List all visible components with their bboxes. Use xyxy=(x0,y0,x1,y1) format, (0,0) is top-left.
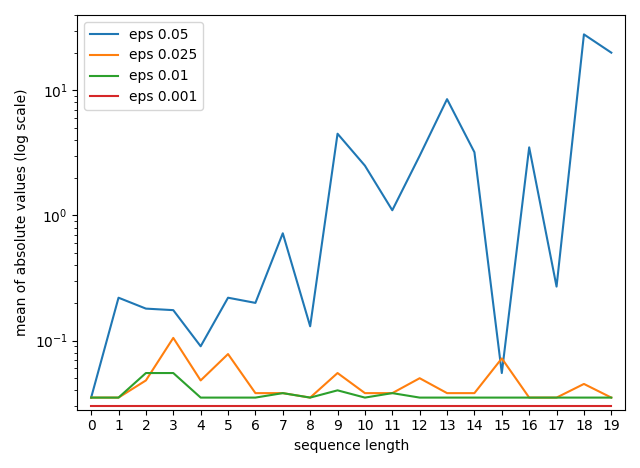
eps 0.05 xyxy=(498,370,506,376)
Line: eps 0.01: eps 0.01 xyxy=(91,373,611,398)
eps 0.001 xyxy=(388,403,396,409)
eps 0.025 xyxy=(252,390,259,396)
eps 0.001 xyxy=(498,403,506,409)
eps 0.001 xyxy=(307,403,314,409)
eps 0.001 xyxy=(142,403,150,409)
eps 0.01 xyxy=(444,395,451,401)
eps 0.025 xyxy=(142,378,150,383)
Legend: eps 0.05, eps 0.025, eps 0.01, eps 0.001: eps 0.05, eps 0.025, eps 0.01, eps 0.001 xyxy=(84,22,203,110)
eps 0.025 xyxy=(580,381,588,387)
eps 0.05 xyxy=(553,284,561,289)
eps 0.05 xyxy=(444,96,451,102)
eps 0.01 xyxy=(470,395,478,401)
eps 0.01 xyxy=(416,395,424,401)
eps 0.01 xyxy=(224,395,232,401)
eps 0.025 xyxy=(498,356,506,361)
eps 0.01 xyxy=(607,395,615,401)
eps 0.025 xyxy=(361,390,369,396)
eps 0.01 xyxy=(252,395,259,401)
eps 0.001 xyxy=(470,403,478,409)
eps 0.01 xyxy=(388,390,396,396)
Line: eps 0.05: eps 0.05 xyxy=(91,34,611,398)
eps 0.025 xyxy=(416,375,424,381)
X-axis label: sequence length: sequence length xyxy=(294,439,409,453)
eps 0.001 xyxy=(580,403,588,409)
eps 0.05 xyxy=(580,31,588,37)
eps 0.01 xyxy=(498,395,506,401)
eps 0.025 xyxy=(170,335,177,341)
eps 0.001 xyxy=(607,403,615,409)
eps 0.05 xyxy=(525,145,533,150)
Line: eps 0.025: eps 0.025 xyxy=(91,338,611,398)
eps 0.025 xyxy=(444,390,451,396)
eps 0.01 xyxy=(142,370,150,376)
eps 0.01 xyxy=(333,388,341,393)
eps 0.01 xyxy=(87,395,95,401)
eps 0.025 xyxy=(607,395,615,401)
eps 0.001 xyxy=(333,403,341,409)
eps 0.025 xyxy=(307,395,314,401)
eps 0.05 xyxy=(142,306,150,311)
eps 0.01 xyxy=(361,395,369,401)
eps 0.05 xyxy=(416,153,424,159)
eps 0.001 xyxy=(553,403,561,409)
eps 0.05 xyxy=(197,344,205,349)
eps 0.001 xyxy=(444,403,451,409)
eps 0.001 xyxy=(252,403,259,409)
eps 0.01 xyxy=(170,370,177,376)
eps 0.025 xyxy=(224,351,232,357)
eps 0.01 xyxy=(115,395,122,401)
eps 0.01 xyxy=(580,395,588,401)
eps 0.05 xyxy=(224,295,232,300)
eps 0.001 xyxy=(197,403,205,409)
eps 0.025 xyxy=(197,378,205,383)
eps 0.001 xyxy=(525,403,533,409)
eps 0.025 xyxy=(87,395,95,401)
eps 0.025 xyxy=(470,390,478,396)
Y-axis label: mean of absolute values (log scale): mean of absolute values (log scale) xyxy=(15,88,29,336)
eps 0.001 xyxy=(224,403,232,409)
eps 0.01 xyxy=(307,395,314,401)
eps 0.001 xyxy=(87,403,95,409)
eps 0.01 xyxy=(553,395,561,401)
eps 0.05 xyxy=(470,149,478,155)
eps 0.05 xyxy=(279,230,287,236)
eps 0.01 xyxy=(279,390,287,396)
eps 0.01 xyxy=(197,395,205,401)
eps 0.025 xyxy=(388,390,396,396)
eps 0.05 xyxy=(170,307,177,313)
eps 0.05 xyxy=(307,323,314,329)
eps 0.05 xyxy=(388,207,396,213)
eps 0.025 xyxy=(333,370,341,376)
eps 0.05 xyxy=(252,300,259,306)
eps 0.05 xyxy=(361,163,369,168)
eps 0.05 xyxy=(87,395,95,401)
eps 0.025 xyxy=(553,395,561,401)
eps 0.001 xyxy=(361,403,369,409)
eps 0.05 xyxy=(115,295,122,300)
eps 0.001 xyxy=(115,403,122,409)
eps 0.025 xyxy=(279,390,287,396)
eps 0.025 xyxy=(525,395,533,401)
eps 0.025 xyxy=(115,395,122,401)
eps 0.001 xyxy=(170,403,177,409)
eps 0.01 xyxy=(525,395,533,401)
eps 0.05 xyxy=(333,131,341,137)
eps 0.05 xyxy=(607,50,615,56)
eps 0.001 xyxy=(416,403,424,409)
eps 0.001 xyxy=(279,403,287,409)
